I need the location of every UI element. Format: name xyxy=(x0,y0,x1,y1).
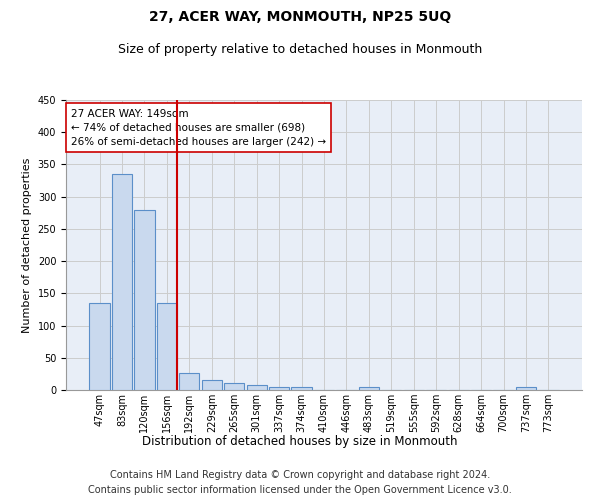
Text: 27 ACER WAY: 149sqm
← 74% of detached houses are smaller (698)
26% of semi-detac: 27 ACER WAY: 149sqm ← 74% of detached ho… xyxy=(71,108,326,146)
Bar xyxy=(359,388,379,390)
Y-axis label: Number of detached properties: Number of detached properties xyxy=(22,158,32,332)
Bar xyxy=(516,388,536,390)
Bar xyxy=(179,372,199,390)
Bar xyxy=(112,174,132,390)
Bar xyxy=(134,210,155,390)
Text: 27, ACER WAY, MONMOUTH, NP25 5UQ: 27, ACER WAY, MONMOUTH, NP25 5UQ xyxy=(149,10,451,24)
Bar xyxy=(157,303,177,390)
Bar xyxy=(224,383,244,390)
Bar xyxy=(202,380,222,390)
Text: Contains public sector information licensed under the Open Government Licence v3: Contains public sector information licen… xyxy=(88,485,512,495)
Bar xyxy=(89,303,110,390)
Bar xyxy=(269,387,289,390)
Bar xyxy=(247,386,267,390)
Text: Size of property relative to detached houses in Monmouth: Size of property relative to detached ho… xyxy=(118,42,482,56)
Bar xyxy=(292,387,311,390)
Text: Distribution of detached houses by size in Monmouth: Distribution of detached houses by size … xyxy=(142,435,458,448)
Text: Contains HM Land Registry data © Crown copyright and database right 2024.: Contains HM Land Registry data © Crown c… xyxy=(110,470,490,480)
